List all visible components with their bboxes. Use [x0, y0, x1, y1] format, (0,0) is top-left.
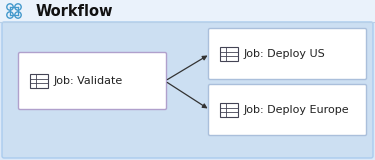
Bar [0, 0, 375, 22]
Bar [30, 74, 48, 88]
Text: Job: Validate: Job: Validate [54, 76, 123, 86]
Bar [220, 47, 238, 61]
FancyBboxPatch shape [209, 84, 366, 136]
Text: Job: Deploy US: Job: Deploy US [244, 49, 326, 59]
Text: Job: Deploy Europe: Job: Deploy Europe [244, 105, 350, 115]
Bar [220, 103, 238, 117]
FancyBboxPatch shape [209, 28, 366, 80]
FancyBboxPatch shape [2, 22, 373, 158]
Text: Workflow: Workflow [36, 4, 114, 19]
FancyBboxPatch shape [18, 52, 166, 109]
